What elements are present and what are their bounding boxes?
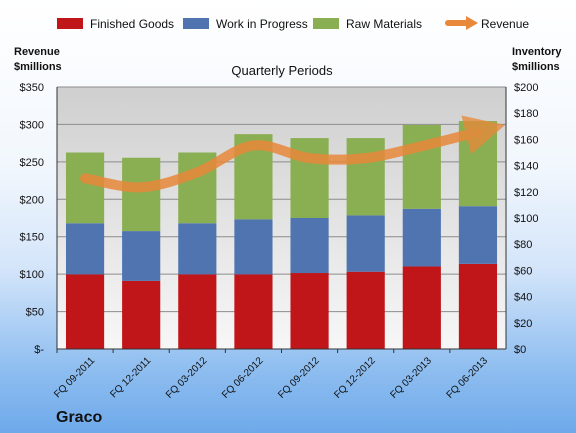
left-tick-label: $50 bbox=[26, 307, 44, 319]
bar-finished-goods bbox=[234, 274, 273, 349]
bar-finished-goods bbox=[65, 274, 105, 349]
x-tick-label: FQ 12-2011 bbox=[108, 355, 153, 400]
right-tick-label: $140 bbox=[514, 161, 538, 173]
x-tick-label: FQ 09-2011 bbox=[52, 355, 97, 400]
company-name: Graco bbox=[56, 409, 102, 426]
right-tick-label: $180 bbox=[514, 108, 538, 120]
x-tick-label: FQ 06-2012 bbox=[220, 355, 266, 401]
right-tick-label: $80 bbox=[514, 239, 532, 251]
bar-work-in-progress bbox=[65, 223, 105, 275]
revenue-line-layer bbox=[80, 115, 506, 193]
legend-label: Work in Progress bbox=[216, 17, 308, 31]
left-tick-label: $250 bbox=[20, 157, 44, 169]
x-tick-label: FQ 09-2012 bbox=[276, 355, 322, 401]
right-tick-label: $200 bbox=[514, 82, 538, 94]
left-tick-label: $150 bbox=[20, 232, 44, 244]
legend-label: Raw Materials bbox=[346, 17, 422, 31]
legend-swatch bbox=[183, 18, 209, 29]
right-tick-label: $20 bbox=[514, 318, 532, 330]
bar-finished-goods bbox=[290, 273, 329, 349]
legend-swatch bbox=[57, 18, 83, 29]
bar-finished-goods bbox=[346, 271, 385, 349]
bar-raw-materials bbox=[346, 138, 385, 216]
right-axis-title-line1: Inventory bbox=[512, 46, 562, 58]
x-tick-label: FQ 06-2013 bbox=[445, 355, 491, 401]
right-tick-label: $100 bbox=[514, 213, 538, 225]
left-axis-title-line2: $millions bbox=[14, 61, 62, 73]
x-tick-label: FQ 03-2012 bbox=[164, 355, 210, 401]
bar-work-in-progress bbox=[178, 223, 217, 275]
bar-finished-goods bbox=[402, 266, 441, 349]
chart-title: Quarterly Periods bbox=[231, 63, 333, 78]
left-axis-title-line1: Revenue bbox=[14, 46, 60, 58]
bar-work-in-progress bbox=[290, 218, 329, 274]
right-tick-label: $120 bbox=[514, 187, 538, 199]
bar-raw-materials bbox=[122, 157, 161, 232]
legend: Finished Goods Work in Progress Raw Materi… bbox=[57, 16, 529, 31]
left-tick-label: $350 bbox=[20, 82, 44, 94]
left-tick-label: $300 bbox=[20, 119, 44, 131]
left-tick-label: $- bbox=[34, 344, 44, 356]
bar-work-in-progress bbox=[346, 215, 385, 272]
bar-work-in-progress bbox=[234, 219, 273, 275]
legend-label: Revenue bbox=[481, 17, 529, 31]
right-tick-label: $160 bbox=[514, 134, 538, 146]
left-tick-label: $200 bbox=[20, 194, 44, 206]
bar-finished-goods bbox=[122, 280, 161, 349]
bar-finished-goods bbox=[458, 263, 498, 349]
x-tick-label: FQ 03-2013 bbox=[388, 355, 434, 401]
x-tick-label: FQ 12-2012 bbox=[332, 355, 378, 401]
legend-swatch bbox=[313, 18, 339, 29]
bar-finished-goods bbox=[178, 274, 217, 349]
right-tick-label: $60 bbox=[514, 265, 532, 277]
left-tick-label: $100 bbox=[20, 269, 44, 281]
bar-work-in-progress bbox=[458, 206, 498, 264]
right-tick-label: $0 bbox=[514, 344, 526, 356]
right-tick-label: $40 bbox=[514, 292, 532, 304]
bar-raw-materials bbox=[65, 152, 105, 224]
legend-label: Finished Goods bbox=[90, 17, 174, 31]
revenue-line bbox=[80, 115, 506, 193]
bars bbox=[65, 121, 498, 349]
bar-work-in-progress bbox=[402, 208, 441, 267]
bar-work-in-progress bbox=[122, 231, 161, 281]
right-axis-title-line2: $millions bbox=[512, 61, 560, 73]
legend-arrow-icon bbox=[466, 16, 478, 30]
bar-raw-materials bbox=[402, 124, 441, 209]
